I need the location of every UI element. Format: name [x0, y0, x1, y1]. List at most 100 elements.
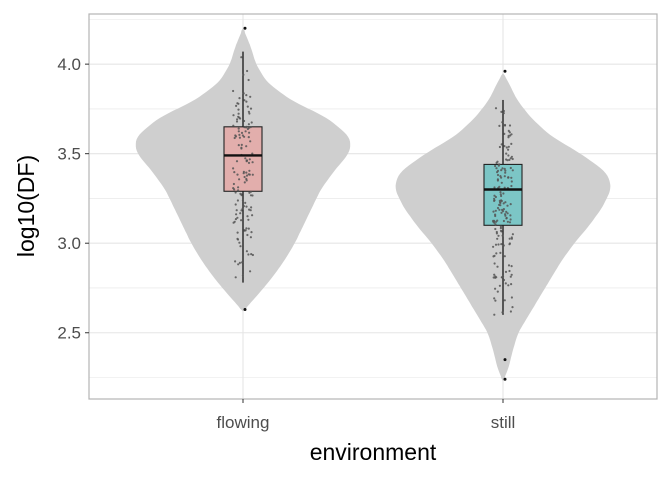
data-point-flowing [245, 159, 249, 162]
data-point-flowing [232, 182, 235, 186]
data-point-flowing [251, 173, 254, 176]
data-point-still [508, 269, 511, 273]
data-point-still [495, 276, 498, 279]
data-point-still [502, 278, 506, 282]
data-point-flowing [247, 110, 250, 113]
data-point-still [496, 179, 499, 182]
data-point-still [493, 199, 496, 202]
y-tick-label: 3.0 [57, 234, 81, 253]
data-point-flowing [245, 227, 248, 230]
data-point-still [510, 184, 513, 188]
data-point-flowing [239, 212, 242, 215]
data-point-still [493, 273, 496, 276]
data-point-still [498, 203, 501, 206]
data-point-flowing [240, 56, 243, 59]
data-point-still [511, 169, 514, 172]
data-point-still [507, 145, 510, 148]
data-point-still [496, 171, 499, 174]
data-point-flowing [234, 203, 237, 206]
data-point-still [503, 124, 507, 127]
data-point-still [495, 167, 498, 170]
data-point-still [509, 214, 512, 217]
data-point-still [505, 146, 508, 149]
data-point-flowing [243, 99, 246, 102]
data-point-flowing [232, 114, 235, 117]
data-point-still [496, 237, 499, 240]
data-point-flowing [247, 161, 251, 164]
data-point-flowing [246, 233, 249, 237]
data-point-flowing [249, 190, 252, 193]
data-point-still [509, 218, 512, 221]
data-point-still [501, 167, 504, 170]
data-point-flowing [244, 201, 247, 204]
data-point-still [495, 161, 498, 164]
data-point-flowing [249, 107, 253, 110]
data-point-flowing [242, 170, 245, 173]
data-point-flowing [235, 160, 239, 163]
data-point-flowing [243, 119, 246, 123]
data-point-still [508, 237, 511, 240]
data-point-still [507, 148, 510, 151]
data-point-flowing [245, 145, 248, 148]
data-point-still [493, 313, 496, 316]
y-axis-ticks: 2.5 3.0 3.5 4.0 [57, 55, 89, 343]
data-point-flowing [234, 260, 237, 263]
data-point-still [497, 243, 500, 246]
data-point-still [494, 164, 497, 168]
data-point-flowing [236, 118, 239, 121]
data-point-still [494, 107, 498, 110]
data-point-flowing [245, 174, 249, 177]
data-point-flowing [234, 276, 237, 279]
data-point-still [494, 195, 497, 199]
data-point-flowing [233, 188, 236, 191]
data-point-still [501, 311, 504, 314]
data-point-flowing [247, 173, 250, 176]
data-point-flowing [248, 131, 251, 134]
data-point-flowing [243, 181, 246, 184]
data-point-flowing [238, 178, 241, 181]
data-point-flowing [249, 140, 252, 143]
data-point-still [499, 251, 502, 254]
data-point-flowing [239, 192, 242, 195]
data-point-flowing [236, 216, 239, 219]
data-point-still [494, 299, 497, 302]
data-point-still [510, 237, 513, 240]
data-point-still [494, 227, 497, 231]
data-point-flowing [233, 171, 236, 174]
data-point-flowing [247, 136, 250, 139]
data-point-still [508, 124, 512, 127]
data-point-still [496, 206, 500, 210]
data-point-flowing [237, 102, 240, 105]
data-point-flowing [240, 143, 243, 146]
data-point-flowing [250, 121, 253, 124]
data-point-still [493, 297, 496, 300]
data-point-flowing [242, 205, 245, 208]
data-point-still [494, 287, 497, 290]
data-point-still [507, 136, 510, 139]
data-point-flowing [238, 116, 241, 119]
data-point-flowing [251, 161, 254, 164]
data-point-still [492, 276, 495, 279]
data-point-still [511, 306, 514, 309]
data-point-flowing [234, 218, 237, 221]
data-point-still [510, 273, 513, 276]
data-point-still [492, 210, 495, 213]
data-point-still [504, 201, 507, 204]
data-point-still [494, 223, 497, 226]
data-point-still [501, 208, 504, 211]
data-point-flowing [236, 199, 239, 202]
data-point-flowing [247, 227, 250, 230]
data-point-still [503, 175, 506, 178]
outlier-point-still [503, 377, 507, 381]
data-point-still [493, 254, 496, 257]
data-point-flowing [237, 189, 240, 192]
data-point-still [502, 112, 505, 115]
data-point-still [508, 131, 511, 134]
data-point-flowing [241, 207, 244, 210]
data-point-flowing [245, 100, 248, 103]
data-point-still [510, 176, 513, 179]
data-point-flowing [243, 175, 246, 179]
data-point-flowing [238, 241, 241, 244]
data-point-flowing [245, 94, 248, 97]
data-point-flowing [245, 171, 248, 174]
